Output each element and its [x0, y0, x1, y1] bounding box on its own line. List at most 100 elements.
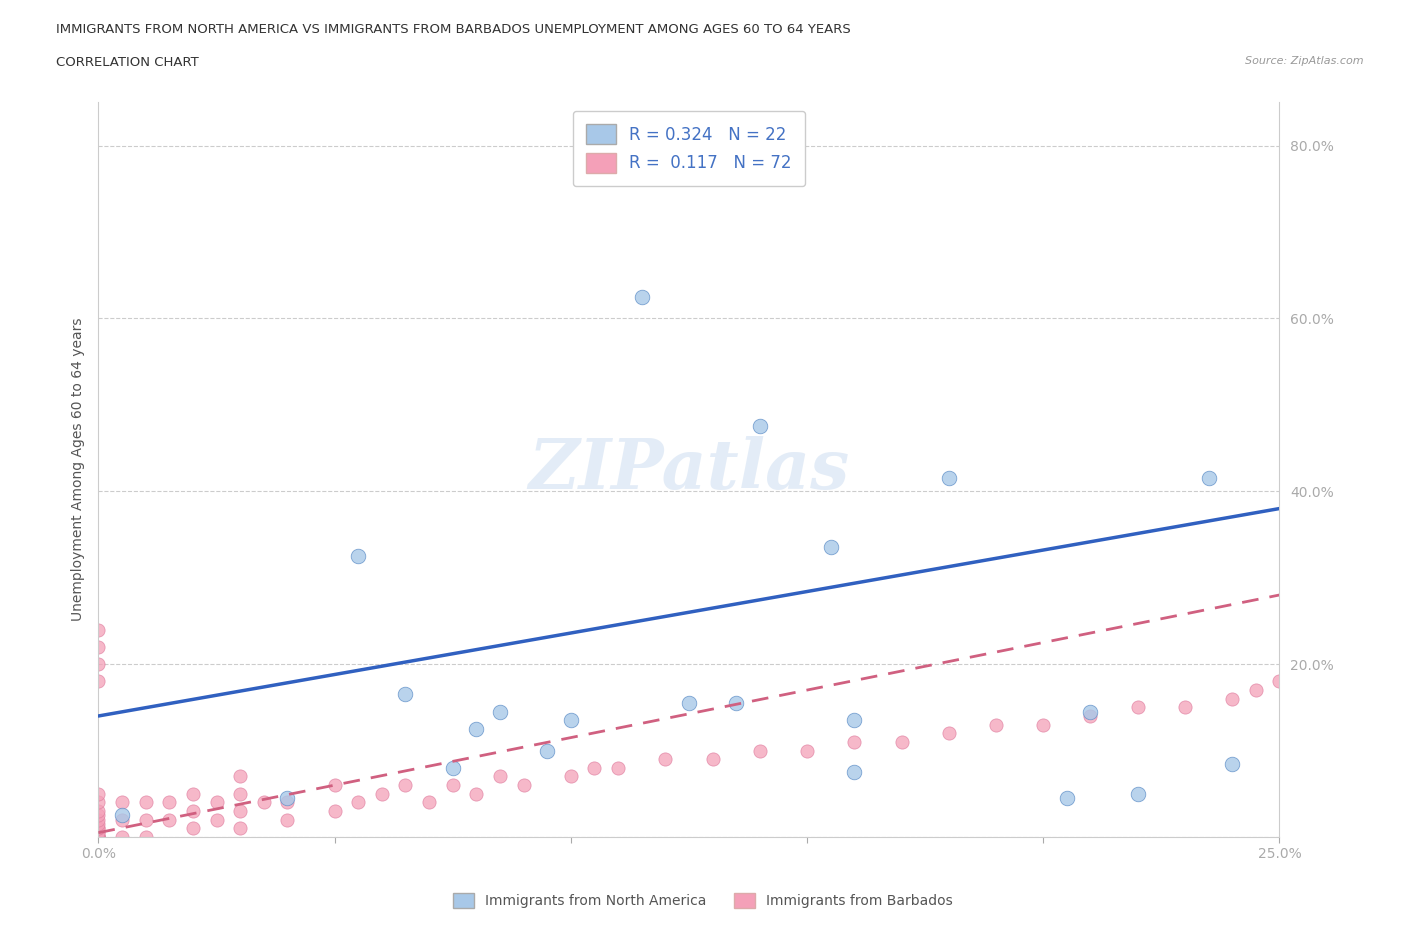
- Legend: R = 0.324   N = 22, R =  0.117   N = 72: R = 0.324 N = 22, R = 0.117 N = 72: [572, 111, 806, 186]
- Point: [205, 812, 228, 827]
- Point: [512, 777, 534, 792]
- Point: [87, 830, 110, 844]
- Point: [87, 830, 110, 844]
- Point: [87, 804, 110, 818]
- Point: [678, 696, 700, 711]
- Point: [87, 622, 110, 637]
- Point: [135, 812, 157, 827]
- Point: [1174, 700, 1197, 715]
- Point: [87, 830, 110, 844]
- Point: [229, 769, 252, 784]
- Point: [725, 696, 748, 711]
- Point: [1056, 790, 1078, 805]
- Point: [87, 812, 110, 827]
- Point: [820, 540, 842, 555]
- Point: [323, 777, 346, 792]
- Point: [87, 830, 110, 844]
- Point: [181, 787, 204, 802]
- Point: [441, 761, 464, 776]
- Point: [560, 769, 582, 784]
- Text: Source: ZipAtlas.com: Source: ZipAtlas.com: [1246, 56, 1364, 66]
- Point: [87, 825, 110, 840]
- Point: [205, 795, 228, 810]
- Point: [87, 674, 110, 689]
- Point: [844, 764, 866, 779]
- Point: [87, 657, 110, 671]
- Point: [87, 821, 110, 836]
- Point: [87, 830, 110, 844]
- Point: [111, 812, 134, 827]
- Point: [276, 790, 298, 805]
- Point: [1244, 683, 1267, 698]
- Point: [1126, 700, 1149, 715]
- Point: [229, 804, 252, 818]
- Point: [441, 777, 464, 792]
- Point: [253, 795, 276, 810]
- Point: [229, 787, 252, 802]
- Point: [890, 735, 912, 750]
- Text: ZIPatlas: ZIPatlas: [529, 436, 849, 503]
- Point: [1080, 709, 1102, 724]
- Y-axis label: Unemployment Among Ages 60 to 64 years: Unemployment Among Ages 60 to 64 years: [70, 318, 84, 621]
- Point: [181, 821, 204, 836]
- Point: [135, 795, 157, 810]
- Point: [157, 812, 180, 827]
- Point: [181, 804, 204, 818]
- Point: [229, 821, 252, 836]
- Point: [630, 289, 652, 304]
- Point: [489, 704, 512, 719]
- Point: [748, 743, 770, 758]
- Point: [276, 795, 298, 810]
- Point: [536, 743, 558, 758]
- Point: [87, 821, 110, 836]
- Point: [796, 743, 818, 758]
- Point: [276, 812, 298, 827]
- Point: [87, 808, 110, 823]
- Point: [1220, 756, 1243, 771]
- Point: [1032, 717, 1054, 732]
- Point: [394, 687, 416, 702]
- Point: [844, 713, 866, 728]
- Point: [560, 713, 582, 728]
- Point: [938, 471, 960, 485]
- Point: [323, 804, 346, 818]
- Point: [87, 795, 110, 810]
- Point: [135, 830, 157, 844]
- Text: IMMIGRANTS FROM NORTH AMERICA VS IMMIGRANTS FROM BARBADOS UNEMPLOYMENT AMONG AGE: IMMIGRANTS FROM NORTH AMERICA VS IMMIGRA…: [56, 23, 851, 36]
- Point: [394, 777, 416, 792]
- Point: [87, 830, 110, 844]
- Point: [1220, 691, 1243, 706]
- Point: [347, 549, 370, 564]
- Point: [702, 751, 724, 766]
- Point: [87, 640, 110, 655]
- Point: [844, 735, 866, 750]
- Point: [87, 830, 110, 844]
- Point: [87, 817, 110, 831]
- Point: [938, 725, 960, 740]
- Point: [607, 761, 630, 776]
- Point: [347, 795, 370, 810]
- Point: [1080, 704, 1102, 719]
- Text: CORRELATION CHART: CORRELATION CHART: [56, 56, 200, 69]
- Point: [157, 795, 180, 810]
- Point: [654, 751, 676, 766]
- Point: [111, 830, 134, 844]
- Point: [87, 787, 110, 802]
- Point: [111, 808, 134, 823]
- Point: [87, 825, 110, 840]
- Point: [87, 830, 110, 844]
- Point: [984, 717, 1007, 732]
- Point: [583, 761, 606, 776]
- Point: [1268, 674, 1291, 689]
- Point: [1126, 787, 1149, 802]
- Point: [111, 795, 134, 810]
- Point: [87, 830, 110, 844]
- Point: [371, 787, 394, 802]
- Point: [748, 419, 770, 434]
- Point: [465, 722, 488, 737]
- Point: [465, 787, 488, 802]
- Point: [87, 830, 110, 844]
- Legend: Immigrants from North America, Immigrants from Barbados: Immigrants from North America, Immigrant…: [447, 888, 959, 914]
- Point: [489, 769, 512, 784]
- Point: [418, 795, 440, 810]
